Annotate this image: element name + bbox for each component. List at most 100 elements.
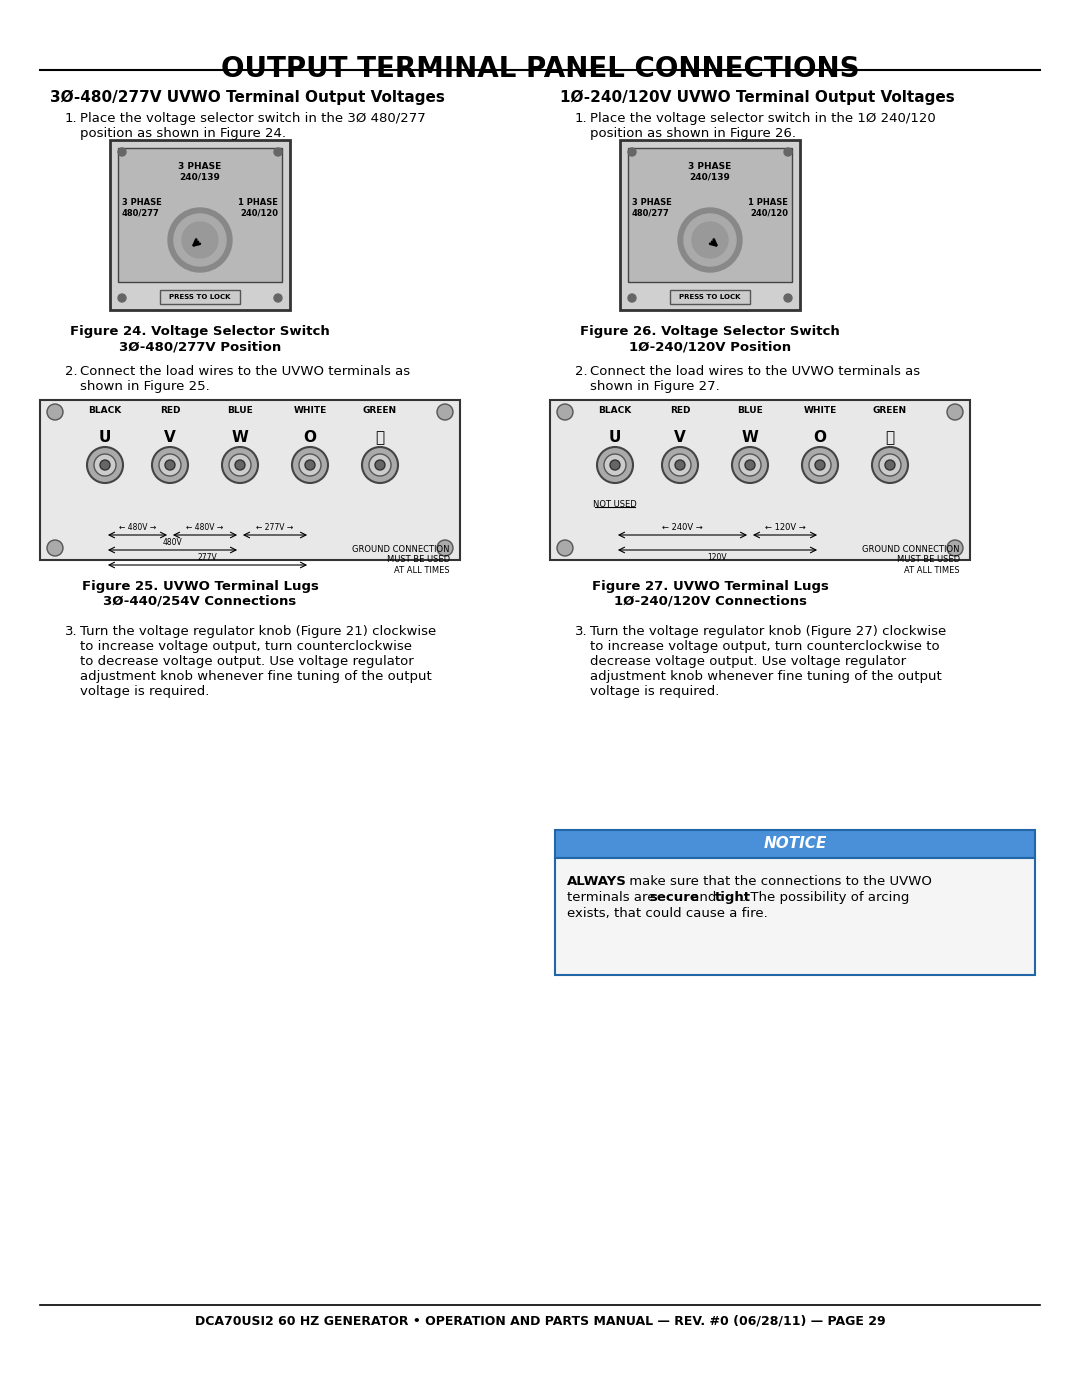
Circle shape (437, 404, 453, 420)
Text: WHITE: WHITE (804, 407, 837, 415)
Circle shape (229, 454, 251, 476)
Text: ← 480V →: ← 480V → (119, 522, 157, 532)
Text: 1.: 1. (575, 112, 588, 124)
Text: GREEN: GREEN (873, 407, 907, 415)
FancyBboxPatch shape (40, 400, 460, 560)
Text: RED: RED (670, 407, 690, 415)
Text: 277V: 277V (198, 553, 217, 562)
Text: DCA70USI2 60 HZ GENERATOR • OPERATION AND PARTS MANUAL — REV. #0 (06/28/11) — PA: DCA70USI2 60 HZ GENERATOR • OPERATION AN… (194, 1315, 886, 1329)
FancyBboxPatch shape (670, 291, 750, 305)
Circle shape (872, 447, 908, 483)
Circle shape (627, 148, 636, 156)
Text: PRESS TO LOCK: PRESS TO LOCK (170, 293, 231, 300)
Text: 1 PHASE: 1 PHASE (238, 198, 278, 207)
Circle shape (802, 447, 838, 483)
Text: BLACK: BLACK (598, 407, 632, 415)
Circle shape (739, 454, 761, 476)
Text: WHITE: WHITE (294, 407, 326, 415)
Circle shape (168, 208, 232, 272)
Circle shape (222, 447, 258, 483)
Circle shape (669, 454, 691, 476)
Circle shape (692, 222, 728, 258)
Text: O: O (813, 430, 826, 446)
Circle shape (183, 222, 218, 258)
Text: BLUE: BLUE (738, 407, 762, 415)
Circle shape (235, 460, 245, 469)
Circle shape (947, 541, 963, 556)
Text: Connect the load wires to the UVWO terminals as
shown in Figure 25.: Connect the load wires to the UVWO termi… (80, 365, 410, 393)
Text: Figure 24. Voltage Selector Switch: Figure 24. Voltage Selector Switch (70, 326, 329, 338)
Circle shape (274, 148, 282, 156)
Text: Place the voltage selector switch in the 1Ø 240/120
position as shown in Figure : Place the voltage selector switch in the… (590, 112, 935, 140)
Text: RED: RED (160, 407, 180, 415)
Circle shape (557, 404, 573, 420)
Circle shape (152, 447, 188, 483)
Text: BLACK: BLACK (89, 407, 122, 415)
Text: 240/120: 240/120 (750, 208, 788, 217)
Text: 240/139: 240/139 (689, 172, 730, 182)
Text: 1.: 1. (65, 112, 78, 124)
Text: 1Ø-240/120V UVWO Terminal Output Voltages: 1Ø-240/120V UVWO Terminal Output Voltage… (561, 89, 955, 105)
Circle shape (879, 454, 901, 476)
Circle shape (48, 404, 63, 420)
Circle shape (100, 460, 110, 469)
Circle shape (305, 460, 315, 469)
Circle shape (292, 447, 328, 483)
Circle shape (274, 293, 282, 302)
Text: 3 PHASE: 3 PHASE (688, 162, 731, 170)
FancyBboxPatch shape (160, 291, 240, 305)
Circle shape (675, 460, 685, 469)
Circle shape (885, 460, 895, 469)
Text: ← 120V →: ← 120V → (765, 522, 806, 532)
Text: make sure that the connections to the UVWO: make sure that the connections to the UV… (625, 875, 932, 888)
Text: 480/277: 480/277 (632, 208, 670, 217)
Text: 2.: 2. (575, 365, 588, 379)
Circle shape (437, 541, 453, 556)
Text: 240/139: 240/139 (179, 172, 220, 182)
Text: 1Ø-240/120V Position: 1Ø-240/120V Position (629, 339, 791, 353)
Text: 3.: 3. (575, 624, 588, 638)
Text: Figure 26. Voltage Selector Switch: Figure 26. Voltage Selector Switch (580, 326, 840, 338)
Circle shape (369, 454, 391, 476)
Text: tight: tight (715, 891, 751, 904)
Circle shape (745, 460, 755, 469)
Text: Figure 25. UVWO Terminal Lugs: Figure 25. UVWO Terminal Lugs (82, 580, 319, 592)
Text: 480/277: 480/277 (122, 208, 160, 217)
Text: 240/120: 240/120 (240, 208, 278, 217)
Circle shape (662, 447, 698, 483)
Text: W: W (231, 430, 248, 446)
Text: ⏚: ⏚ (376, 430, 384, 446)
Text: exists, that could cause a fire.: exists, that could cause a fire. (567, 907, 768, 921)
Text: ← 277V →: ← 277V → (256, 522, 294, 532)
Text: 480V: 480V (163, 538, 183, 548)
Circle shape (118, 148, 126, 156)
Text: V: V (674, 430, 686, 446)
Text: 3Ø-480/277V UVWO Terminal Output Voltages: 3Ø-480/277V UVWO Terminal Output Voltage… (50, 89, 445, 105)
Circle shape (784, 293, 792, 302)
Text: Figure 27. UVWO Terminal Lugs: Figure 27. UVWO Terminal Lugs (592, 580, 828, 592)
Text: terminals are: terminals are (567, 891, 660, 904)
Circle shape (947, 404, 963, 420)
Circle shape (678, 208, 742, 272)
FancyBboxPatch shape (118, 148, 282, 282)
Text: GROUND CONNECTION
MUST BE USED
AT ALL TIMES: GROUND CONNECTION MUST BE USED AT ALL TI… (352, 545, 450, 574)
Circle shape (118, 293, 126, 302)
Text: secure: secure (649, 891, 699, 904)
Text: GREEN: GREEN (363, 407, 397, 415)
Text: V: V (164, 430, 176, 446)
Text: U: U (98, 430, 111, 446)
Text: Connect the load wires to the UVWO terminals as
shown in Figure 27.: Connect the load wires to the UVWO termi… (590, 365, 920, 393)
Text: O: O (303, 430, 316, 446)
Text: W: W (742, 430, 758, 446)
FancyBboxPatch shape (627, 148, 792, 282)
Text: 3 PHASE: 3 PHASE (178, 162, 221, 170)
Text: 3Ø-480/277V Position: 3Ø-480/277V Position (119, 339, 281, 353)
Circle shape (87, 447, 123, 483)
FancyBboxPatch shape (555, 830, 1035, 858)
Text: 1Ø-240/120V Connections: 1Ø-240/120V Connections (613, 595, 807, 608)
Text: 1 PHASE: 1 PHASE (748, 198, 788, 207)
Text: ← 240V →: ← 240V → (662, 522, 703, 532)
Text: PRESS TO LOCK: PRESS TO LOCK (679, 293, 741, 300)
Text: ⏚: ⏚ (886, 430, 894, 446)
Circle shape (165, 460, 175, 469)
